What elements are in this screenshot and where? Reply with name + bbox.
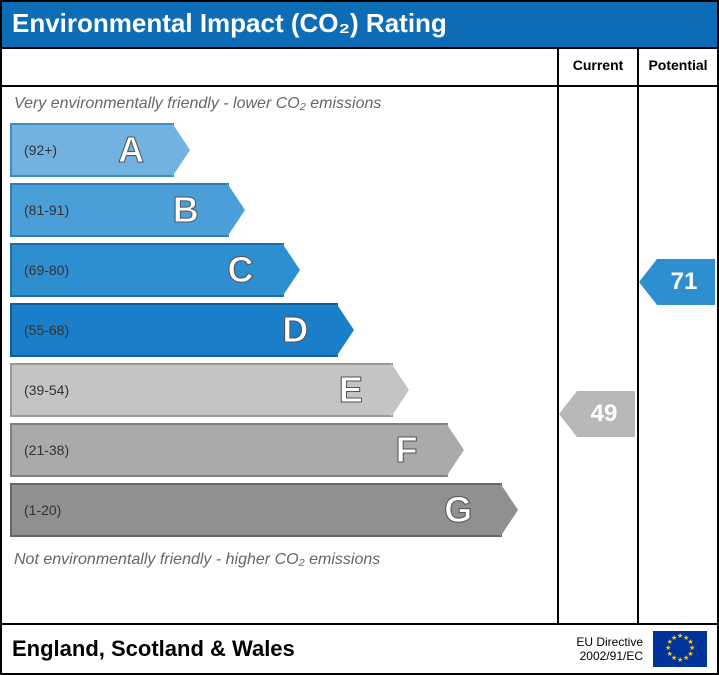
band-f: (21-38) F [10,423,557,477]
potential-pointer: 71 [657,259,715,305]
band-bar: (81-91) B [10,183,229,237]
band-g: (1-20) G [10,483,557,537]
band-letter: D [282,309,308,351]
current-column: Current 49 [559,49,639,623]
band-arrowhead [500,483,518,537]
potential-pointer-arrowhead [639,259,657,305]
band-range: (81-91) [16,202,69,218]
band-range: (55-68) [16,322,69,338]
directive-line1: EU Directive [576,635,643,649]
band-range: (21-38) [16,442,69,458]
band-bar: (21-38) F [10,423,448,477]
band-letter: E [339,369,363,411]
eu-flag-icon: ★★★★★★★★★★★★ [653,631,707,667]
band-letter: F [396,429,418,471]
band-arrowhead [172,123,190,177]
footer-directive: EU Directive 2002/91/EC ★★★★★★★★★★★★ [576,631,707,667]
band-b: (81-91) B [10,183,557,237]
band-range: (69-80) [16,262,69,278]
potential-body: 71 [639,87,717,623]
band-letter: A [118,129,144,171]
current-pointer-arrowhead [559,391,577,437]
potential-header: Potential [639,49,717,87]
band-letter: C [228,249,254,291]
current-body: 49 [559,87,637,623]
footer: England, Scotland & Wales EU Directive 2… [2,623,717,673]
band-e: (39-54) E [10,363,557,417]
band-arrowhead [282,243,300,297]
current-header: Current [559,49,637,87]
chart-title: Environmental Impact (CO₂) Rating [2,2,717,47]
band-arrowhead [446,423,464,477]
directive-text: EU Directive 2002/91/EC [576,635,643,664]
band-bar: (39-54) E [10,363,393,417]
bands-list: (92+) A (81-91) B (69-80) C (55-68) D (39-54) E (2… [2,123,557,537]
band-bar: (1-20) G [10,483,502,537]
bottom-caption: Not environmentally friendly - higher CO… [2,543,557,573]
band-range: (92+) [16,142,57,158]
header-spacer [2,49,557,87]
band-arrowhead [336,303,354,357]
band-range: (1-20) [16,502,61,518]
band-arrowhead [391,363,409,417]
potential-column: Potential 71 [639,49,717,623]
band-letter: G [444,489,472,531]
footer-region: England, Scotland & Wales [12,636,295,662]
eu-star: ★ [683,655,689,663]
band-bar: (55-68) D [10,303,338,357]
band-a: (92+) A [10,123,557,177]
band-c: (69-80) C [10,243,557,297]
band-bar: (69-80) C [10,243,284,297]
epc-rating-chart: Environmental Impact (CO₂) Rating Very e… [0,0,719,675]
eu-star: ★ [671,635,677,643]
band-bar: (92+) A [10,123,174,177]
title-text: Environmental Impact (CO₂) Rating [12,8,447,38]
band-range: (39-54) [16,382,69,398]
main-panel: Very environmentally friendly - lower CO… [2,47,717,623]
top-caption: Very environmentally friendly - lower CO… [2,87,557,117]
current-pointer: 49 [577,391,635,437]
directive-line2: 2002/91/EC [576,649,643,663]
band-arrowhead [227,183,245,237]
potential-pointer-value: 71 [671,268,698,296]
band-letter: B [173,189,199,231]
eu-star: ★ [677,657,683,665]
band-d: (55-68) D [10,303,557,357]
current-pointer-value: 49 [591,400,618,428]
bands-area: Very environmentally friendly - lower CO… [2,49,559,623]
